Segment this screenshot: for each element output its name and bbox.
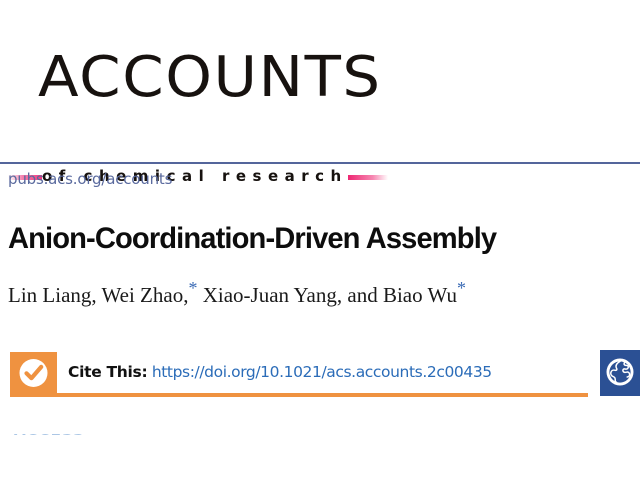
journal-logo-subtitle-text: of chemical research <box>42 167 348 185</box>
journal-logo-subtitle: of chemical research <box>42 167 348 185</box>
journal-masthead: ACCOUNTS of chemical research <box>0 45 640 185</box>
cite-doi-link[interactable]: https://doi.org/10.1021/acs.accounts.2c0… <box>151 363 492 381</box>
check-circle-icon <box>10 352 57 394</box>
cite-bar-underline <box>10 393 588 397</box>
author-list: Lin Liang, Wei Zhao,* Xiao-Juan Yang, an… <box>8 279 466 308</box>
metrics-access-label: ACCESS <box>14 434 85 439</box>
cite-this-bar: Cite This: https://doi.org/10.1021/acs.a… <box>10 352 588 400</box>
corresponding-author-marker-1: * <box>188 278 198 298</box>
globe-icon <box>606 358 634 386</box>
journal-url[interactable]: pubs.acs.org/accounts <box>8 170 173 188</box>
article-title: Anion-Coordination-Driven Assembly <box>8 222 497 255</box>
metrics-bar-clipped: ACCESS <box>14 434 274 440</box>
author-names-part-1: Lin Liang, Wei Zhao, <box>8 283 189 307</box>
header-divider <box>0 162 640 164</box>
journal-logo-wordmark: ACCOUNTS <box>38 45 382 110</box>
author-names-part-2: Xiao-Juan Yang, and Biao Wu <box>197 283 457 307</box>
cite-this-label: Cite This: <box>68 363 148 381</box>
read-online-button[interactable] <box>600 350 640 396</box>
corresponding-author-marker-2: * <box>456 278 466 298</box>
cite-this-text: Cite This: https://doi.org/10.1021/acs.a… <box>68 360 492 385</box>
